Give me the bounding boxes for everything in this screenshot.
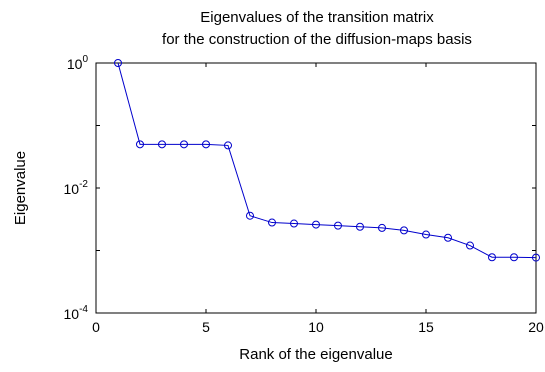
data-point [510, 253, 518, 262]
x-tick-label: 20 [528, 319, 544, 335]
data-point [202, 140, 210, 149]
data-point [224, 141, 232, 150]
data-point [334, 221, 342, 230]
x-tick-label: 5 [202, 319, 210, 335]
x-tick-label: 15 [418, 319, 434, 335]
y-axis-label: Eigenvalue [12, 151, 29, 225]
data-point [378, 223, 386, 232]
data-point [444, 233, 452, 242]
data-point [136, 140, 144, 149]
x-tick-label: 10 [308, 319, 324, 335]
data-point [466, 241, 474, 250]
chart-title-line-2: for the construction of the diffusion-ma… [162, 31, 472, 48]
chart-title-line-1: Eigenvalues of the transition matrix [200, 9, 434, 26]
y-ticks: 100 10-2 10-4 [64, 54, 536, 322]
x-ticks: 0 5 10 15 20 [92, 63, 544, 335]
data-point [532, 253, 540, 262]
data-point [488, 253, 496, 262]
data-point [312, 220, 320, 229]
data-point [290, 219, 298, 228]
data-point [158, 140, 166, 149]
data-point [422, 230, 430, 239]
data-point [180, 140, 188, 149]
y-tick-label: 100 [67, 54, 89, 72]
data-point [246, 211, 254, 220]
y-tick-label: 10-4 [64, 304, 89, 322]
x-tick-label: 0 [92, 319, 100, 335]
series-group [114, 59, 540, 262]
data-point [400, 226, 408, 235]
data-point [114, 59, 122, 67]
y-tick-label: 10-2 [64, 179, 89, 197]
data-point [268, 218, 276, 227]
plot-area [96, 63, 536, 313]
x-axis-label: Rank of the eigenvalue [239, 346, 392, 363]
data-point [356, 222, 364, 231]
